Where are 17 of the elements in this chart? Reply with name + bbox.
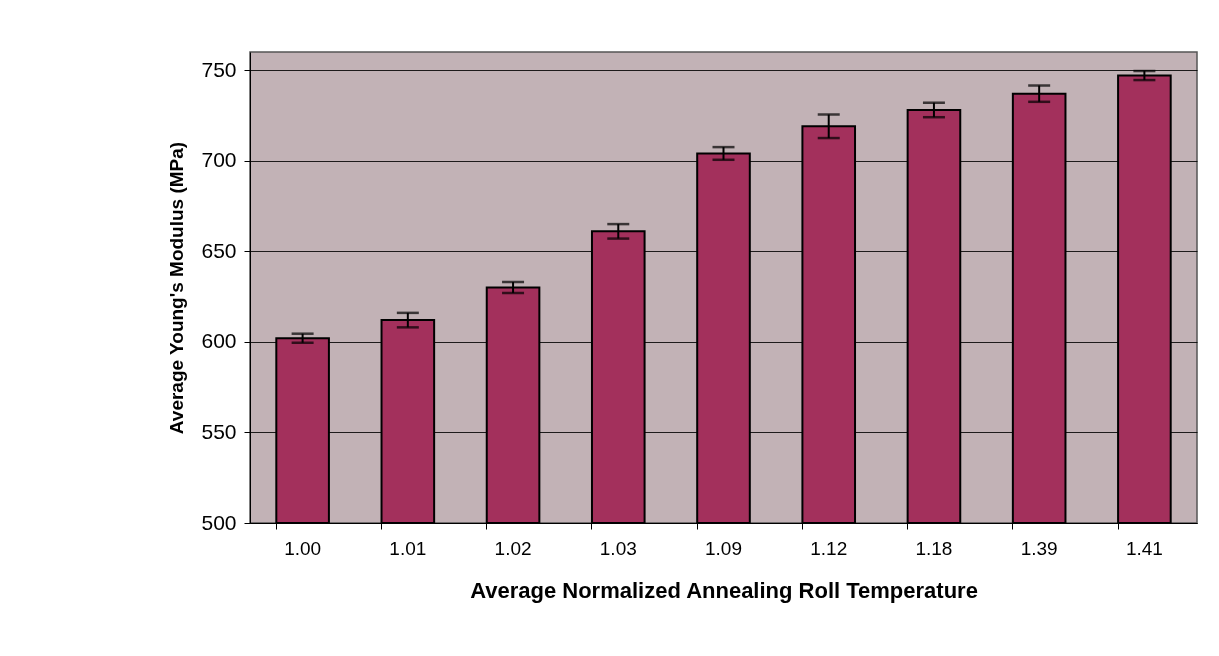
y-tick-label: 700: [201, 148, 237, 172]
x-axis-title: Average Normalized Annealing Roll Temperature: [470, 577, 978, 603]
x-tick-label: 1.12: [810, 537, 848, 559]
y-tick-label: 750: [201, 57, 237, 81]
x-tick-label: 1.02: [494, 537, 532, 559]
y-axis-title: Average Young's Modulus (MPa): [166, 141, 188, 435]
x-tick-label: 1.03: [599, 537, 637, 559]
y-tick-label: 650: [201, 238, 237, 262]
y-tick-label: 600: [201, 329, 237, 353]
x-tick-label: 1.00: [284, 537, 322, 559]
y-tick-label: 550: [201, 419, 237, 443]
x-tick-label: 1.01: [389, 537, 427, 559]
x-tick-label: 1.18: [915, 537, 953, 559]
x-tick-label: 1.39: [1020, 537, 1058, 559]
y-tick-label: 500: [201, 510, 237, 534]
x-tick-label: 1.09: [705, 537, 742, 559]
x-tick-label: 1.41: [1125, 537, 1163, 559]
